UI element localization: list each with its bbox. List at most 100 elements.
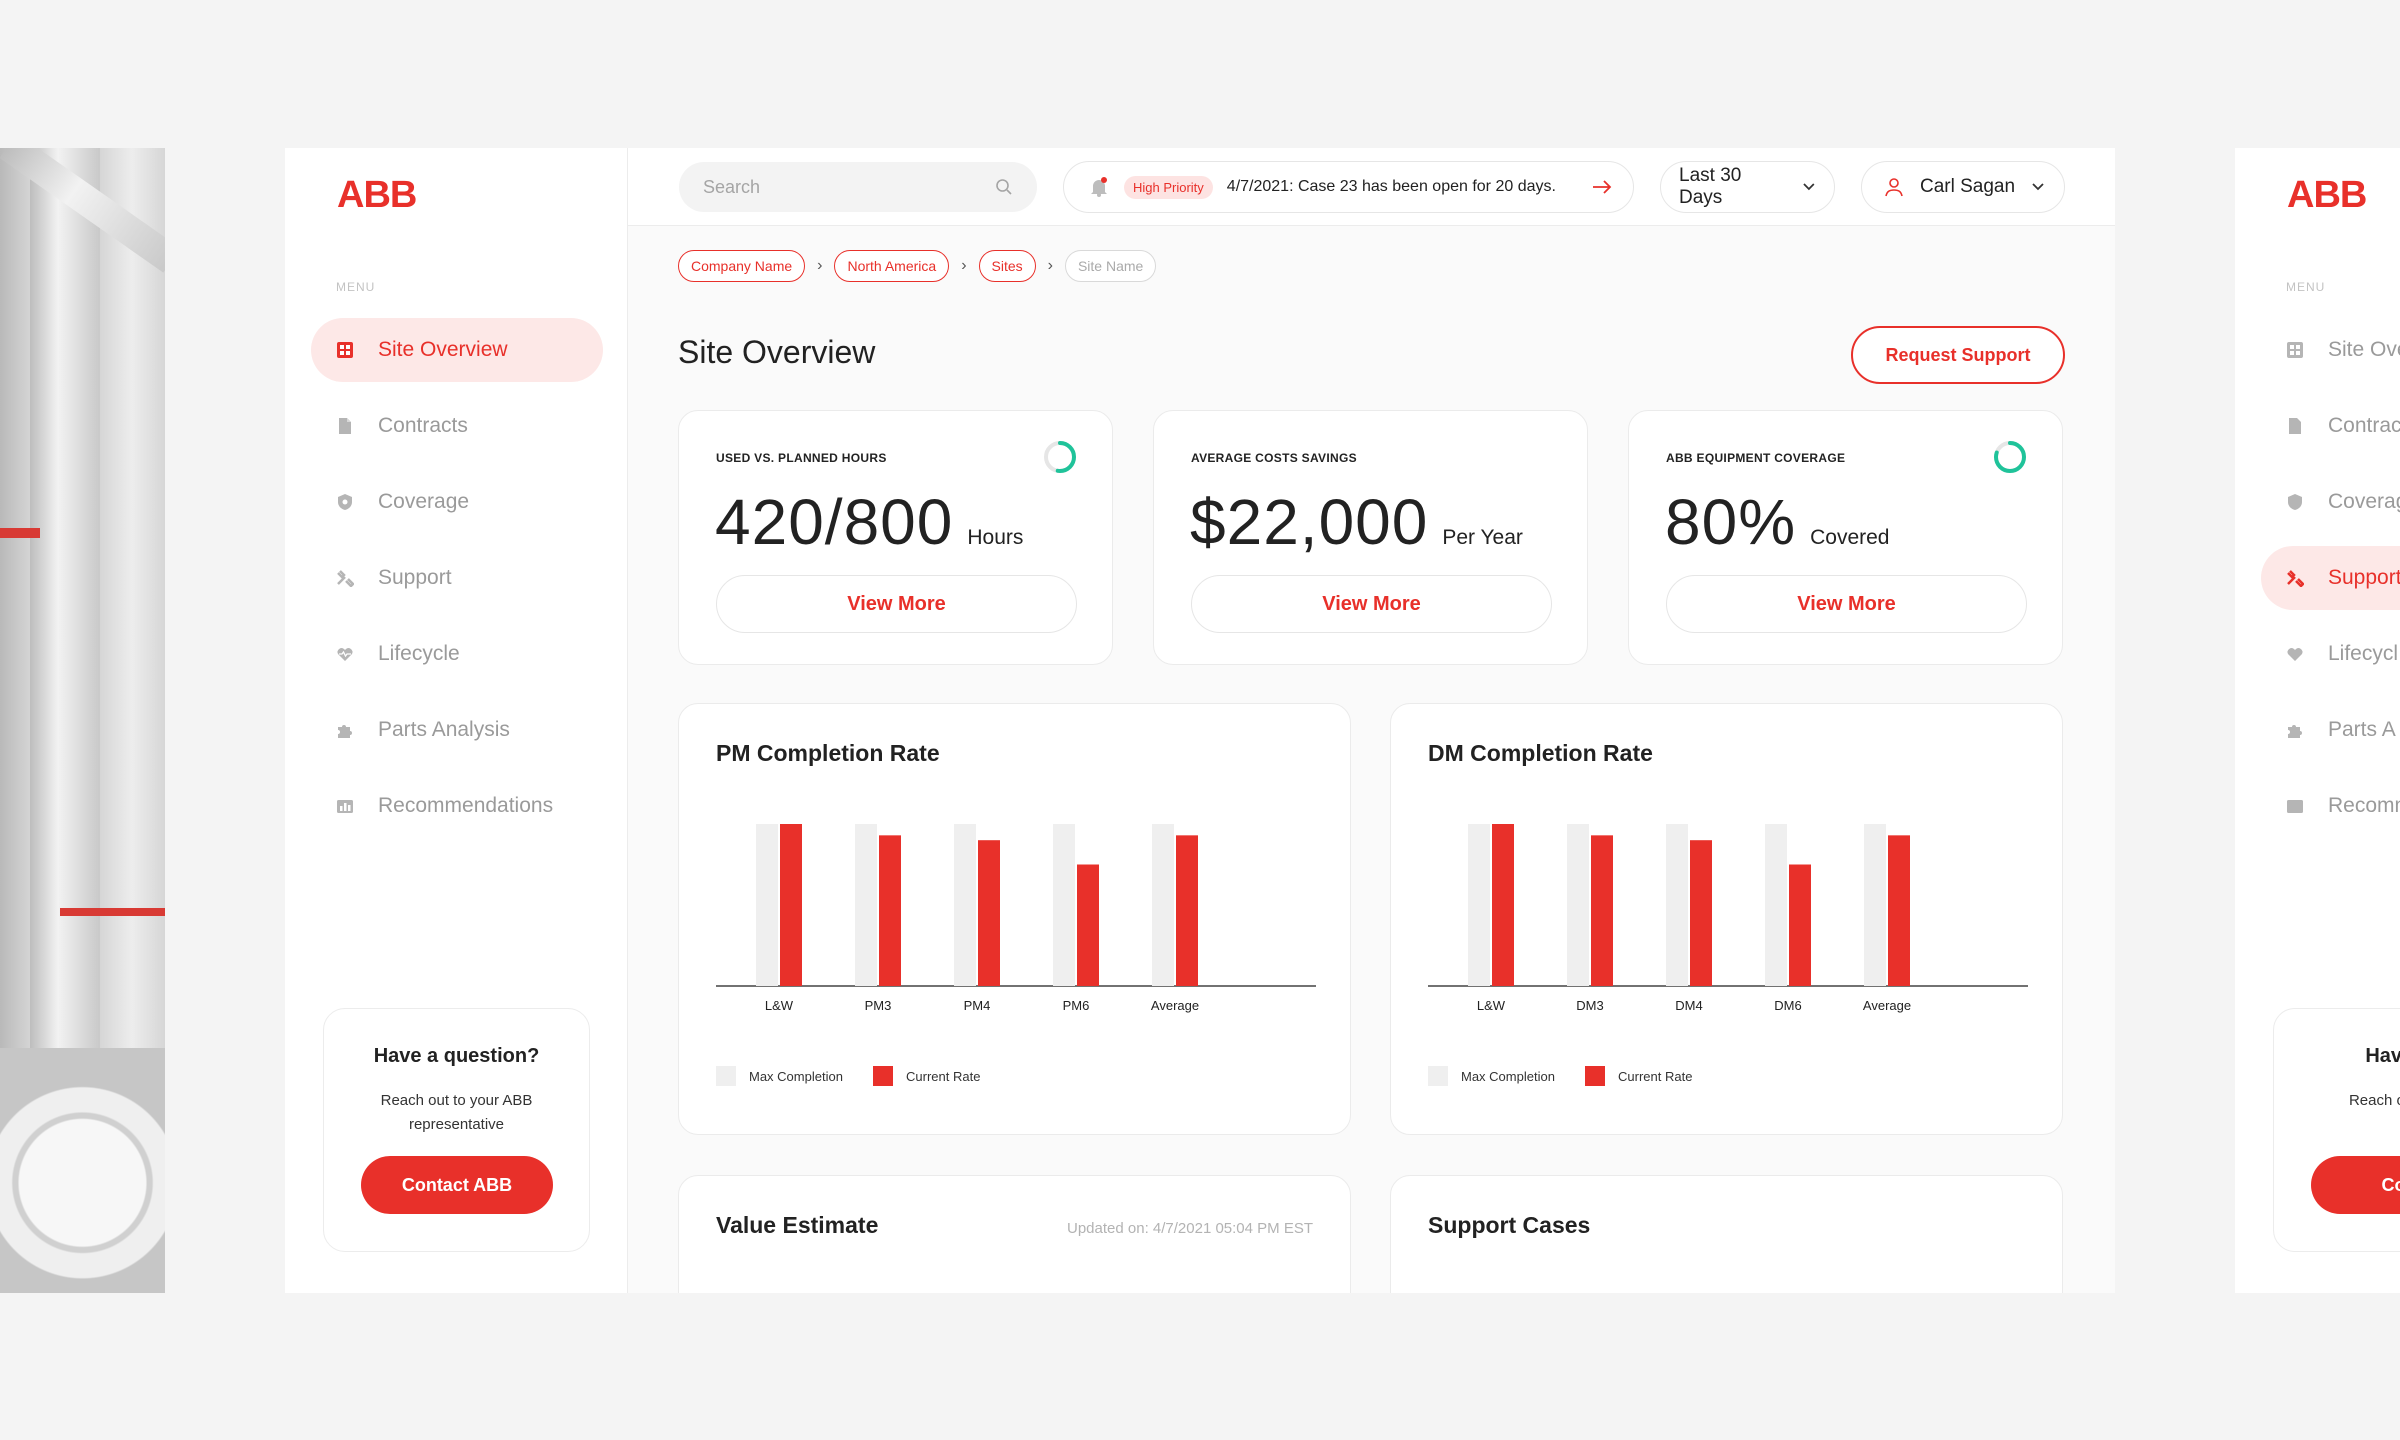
preview-item-label: Lifecycl <box>2328 642 2399 665</box>
chevron-down-icon <box>2032 183 2044 191</box>
x-tick-label: PM4 <box>964 998 991 1013</box>
bar-current-rate[interactable] <box>780 824 802 986</box>
sidebar-item-lifecycle[interactable]: Lifecycle <box>311 622 603 686</box>
notification-bar[interactable]: High Priority 4/7/2021: Case 23 has been… <box>1063 161 1634 213</box>
legend-label: Current Rate <box>906 1069 980 1084</box>
tools-icon <box>2287 570 2304 587</box>
bar-max-completion[interactable] <box>1864 824 1886 986</box>
kpi-card-coverage: ABB EQUIPMENT COVERAGE 80% Covered View … <box>1628 410 2063 665</box>
bar-current-rate[interactable] <box>1077 864 1099 987</box>
bar-max-completion[interactable] <box>756 824 778 986</box>
view-more-button[interactable]: View More <box>716 575 1077 633</box>
contact-abb-button[interactable]: Contact ABB <box>361 1156 553 1214</box>
heart-pulse-icon <box>2287 648 2303 661</box>
preview-item-recommendations: Recomm <box>2261 774 2400 838</box>
preview-item-coverage: Coverag <box>2261 470 2400 534</box>
bar-current-rate[interactable] <box>1591 835 1613 986</box>
breadcrumb-site-name: Site Name <box>1064 250 1157 282</box>
preview-item-support: Support <box>2261 546 2400 610</box>
preview-item-label: Support <box>2328 566 2400 589</box>
legend-swatch <box>716 1066 736 1086</box>
chart-title: PM Completion Rate <box>716 740 940 766</box>
bar-current-rate[interactable] <box>978 840 1000 986</box>
sidebar-item-label: Recommendations <box>378 794 554 817</box>
view-more-button[interactable]: View More <box>1666 575 2027 633</box>
legend-swatch <box>1428 1066 1448 1086</box>
chevron-down-icon <box>1803 183 1815 191</box>
preview-item-label: Site Ove <box>2328 338 2400 361</box>
menu-label: MENU <box>336 280 376 294</box>
preview-item-parts: Parts A <box>2261 698 2400 762</box>
bar-max-completion[interactable] <box>1468 824 1490 986</box>
sidebar-item-contracts[interactable]: Contracts <box>311 394 603 458</box>
app-window: ABB MENU Site Overview Contracts Coverag… <box>285 148 2115 1293</box>
bar-max-completion[interactable] <box>1666 824 1688 986</box>
chart-board-icon <box>337 800 353 813</box>
breadcrumb-sites[interactable]: Sites <box>978 250 1036 282</box>
heart-pulse-icon <box>337 648 353 661</box>
dm-completion-card: DM Completion Rate L&W DM3 DM4 DM6 Average Ma… <box>1390 703 2063 1135</box>
x-tick-label: L&W <box>1477 998 1506 1013</box>
x-tick-label: Average <box>1863 998 1911 1013</box>
updated-timestamp: Updated on: 4/7/2021 05:04 PM EST <box>1067 1220 1313 1237</box>
abb-logo: ABB <box>2287 174 2367 216</box>
chevron-right-icon: › <box>1047 257 1053 274</box>
notification-text: 4/7/2021: Case 23 has been open for 20 d… <box>1226 178 1556 195</box>
date-range-select[interactable]: Last 30 Days <box>1660 161 1835 213</box>
bar-max-completion[interactable] <box>855 824 877 986</box>
kpi-card-hours: USED VS. PLANNED HOURS 420/800 Hours Vie… <box>678 410 1113 665</box>
kpi-value-group: $22,000 Per Year <box>1190 485 1523 559</box>
date-range-value: Last 30 Days <box>1679 165 1742 208</box>
bar-current-rate[interactable] <box>1176 835 1198 986</box>
sidebar-item-coverage[interactable]: Coverage <box>311 470 603 534</box>
legend-label: Max Completion <box>1461 1069 1555 1084</box>
shield-icon <box>2288 494 2302 510</box>
arrow-right-icon[interactable] <box>1591 179 1613 195</box>
x-tick-label: DM6 <box>1774 998 1801 1013</box>
search-input[interactable] <box>703 176 983 198</box>
bar-current-rate[interactable] <box>1492 824 1514 986</box>
sidebar-item-label: Lifecycle <box>378 642 460 665</box>
sidebar-item-site-overview[interactable]: Site Overview <box>311 318 603 382</box>
preview-item-label: Contrac <box>2328 414 2400 437</box>
bar-current-rate[interactable] <box>1888 835 1910 986</box>
sidebar-item-support[interactable]: Support <box>311 546 603 610</box>
bell-icon[interactable] <box>1088 176 1110 198</box>
x-tick-label: Average <box>1151 998 1199 1013</box>
bar-current-rate[interactable] <box>879 835 901 986</box>
grid-icon <box>337 342 353 358</box>
abb-logo[interactable]: ABB <box>337 174 417 216</box>
preview-item-contracts: Contrac <box>2261 394 2400 458</box>
search-icon[interactable] <box>995 178 1013 196</box>
user-icon <box>1885 178 1903 197</box>
kpi-value: $22,000 <box>1190 486 1429 558</box>
help-title: Have a question? <box>373 1045 540 1067</box>
sidebar-item-label: Site Overview <box>378 338 508 361</box>
dm-completion-chart: L&W DM3 DM4 DM6 Average Max Completion Current… <box>1428 824 2028 1086</box>
bar-max-completion[interactable] <box>954 824 976 986</box>
request-support-button[interactable]: Request Support <box>1851 326 2065 384</box>
breadcrumb-region[interactable]: North America <box>834 250 950 282</box>
bar-max-completion[interactable] <box>1152 824 1174 986</box>
kpi-label: USED VS. PLANNED HOURS <box>716 451 887 465</box>
chevron-right-icon: › <box>961 257 967 274</box>
kpi-unit: Covered <box>1810 526 1890 549</box>
search-box[interactable] <box>679 162 1037 212</box>
sidebar-item-recommendations[interactable]: Recommendations <box>311 774 603 838</box>
bar-max-completion[interactable] <box>1567 824 1589 986</box>
breadcrumb: Company Name › North America › Sites › S… <box>678 250 1157 282</box>
bar-current-rate[interactable] <box>1789 864 1811 987</box>
view-more-button[interactable]: View More <box>1191 575 1552 633</box>
bar-max-completion[interactable] <box>1765 824 1787 986</box>
breadcrumb-company[interactable]: Company Name <box>678 250 806 282</box>
legend-label: Current Rate <box>1618 1069 1692 1084</box>
menu-label: MENU <box>2286 280 2326 294</box>
bar-max-completion[interactable] <box>1053 824 1075 986</box>
page-title: Site Overview <box>678 334 876 370</box>
kpi-value: 80% <box>1665 486 1797 558</box>
x-tick-label: DM4 <box>1675 998 1702 1013</box>
tools-icon <box>337 570 354 587</box>
user-menu[interactable]: Carl Sagan <box>1861 161 2065 213</box>
sidebar-item-parts-analysis[interactable]: Parts Analysis <box>311 698 603 762</box>
bar-current-rate[interactable] <box>1690 840 1712 986</box>
